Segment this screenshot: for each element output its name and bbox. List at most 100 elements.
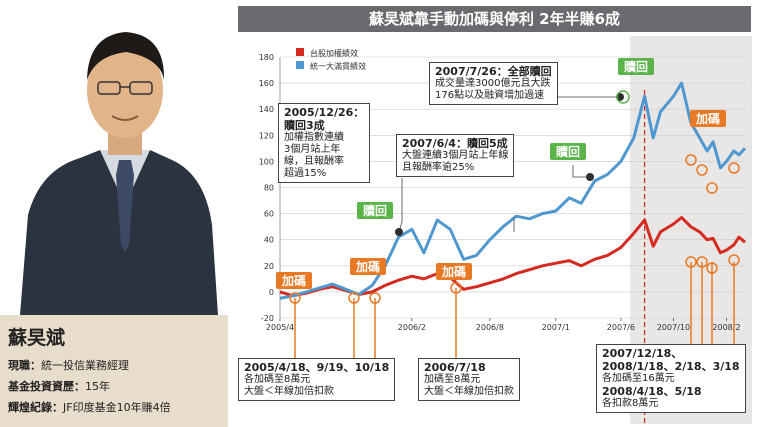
redemption-dot <box>395 228 403 236</box>
callout-title: 2005/12/26： <box>284 106 365 119</box>
add-point-marker <box>450 282 462 294</box>
y-axis-ticks: -20 0 20 40 60 80 100 120 140 160 180 <box>259 53 274 323</box>
y-tick-label: 80 <box>264 184 274 193</box>
add-point-marker <box>696 164 708 176</box>
bio-value: JF印度基金10年賺4倍 <box>63 401 171 414</box>
callout-leader <box>398 178 403 233</box>
callout-line: 各加碼至8萬元 <box>244 374 311 385</box>
redeem-tag <box>357 202 393 219</box>
callout-title: 2005/4/18、9/19、10/18 <box>244 361 390 374</box>
callout-line: 大盤＜年線加倍扣款 <box>244 386 334 397</box>
chart-title: 蘇旲斌靠手動加碼與停利 2年半賺6成 <box>238 6 751 32</box>
bio-label: 現職： <box>8 359 41 372</box>
x-axis-ticks: 2005/4 2006/2 2006/8 2007/1 2007/6 2007/10 200… <box>266 318 741 332</box>
bio-value: 15年 <box>85 380 110 393</box>
bio-line-experience: 基金投資資歷：15年 <box>8 378 110 394</box>
series-layer <box>279 81 747 300</box>
y-tick-label: 0 <box>269 288 274 297</box>
person-name: 蘇旲斌 <box>8 327 66 349</box>
callout-line: 贖回3成 <box>284 119 325 132</box>
x-tick-label: 2006/8 <box>476 323 504 332</box>
x-tick-label: 2005/4 <box>266 323 294 332</box>
callout-line: 大盤＜年線加倍扣款 <box>424 386 514 397</box>
add-point-marker <box>685 154 697 166</box>
callout-2005-12-26: 2005/12/26： 贖回3成 加權指數連續 3個月站上年 線，且報酬率 超過… <box>278 103 371 183</box>
callout-title: 2007/6/4：贖回5成 <box>402 137 508 150</box>
add-point-marker <box>728 254 740 266</box>
add-tag-label: 加碼 <box>281 273 306 288</box>
callout-line: 各加碼至16萬元 <box>602 373 675 384</box>
portrait-photo <box>0 0 228 315</box>
y-tick-label: -20 <box>261 314 274 323</box>
add-point-marker <box>348 292 360 304</box>
add-point-marker <box>696 256 708 268</box>
y-tick-label: 120 <box>259 131 274 140</box>
callout-title: 2006/7/18 <box>424 361 486 374</box>
callout-line: 3個月站上年 <box>284 144 341 155</box>
callout-title: 2007/12/18、 <box>602 347 683 360</box>
legend-swatch-fund <box>296 61 304 69</box>
callout-2005-additions: 2005/4/18、9/19、10/18 各加碼至8萬元 大盤＜年線加倍扣款 <box>238 358 396 401</box>
chart-panel: 蘇旲斌靠手動加碼與停利 2年半賺6成 -20 0 20 40 60 80 100 120 140… <box>232 0 760 427</box>
add-point-marker <box>289 292 301 304</box>
callout-2007-07-26: 2007/7/26：全部贖回 成交量達3000億元且大跌 176點以及融資增加過… <box>429 62 558 105</box>
series-line-taiex <box>279 216 746 298</box>
callout-line: 加碼至8萬元 <box>424 374 481 385</box>
redeem-tag <box>550 143 586 160</box>
callout-2007-2008-additions: 2007/12/18、 2008/1/18、2/18、3/18 各加碼至16萬元… <box>596 344 746 413</box>
add-tag-label: 加碼 <box>695 111 720 126</box>
x-tick-label: 2006/2 <box>398 323 426 332</box>
add-tag <box>276 272 312 289</box>
add-tag <box>436 263 472 280</box>
legend-label-fund: 統一大滿貫績效 <box>310 61 366 71</box>
y-tick-label: 40 <box>264 236 274 245</box>
callout-line: 超過15% <box>284 168 327 179</box>
add-tag-label: 加碼 <box>355 259 380 274</box>
profile-panel: 蘇旲斌 現職：統一投信業務經理 基金投資資歷：15年 輝煌紀錄：JF印度基金10… <box>0 0 228 427</box>
callout-2006-07-18: 2006/7/18 加碼至8萬元 大盤＜年線加倍扣款 <box>418 358 520 401</box>
x-tick-label: 2007/1 <box>542 323 570 332</box>
bio-label: 輝煌紀錄： <box>8 401 63 414</box>
add-point-marker <box>369 292 381 304</box>
y-tick-label: 160 <box>259 79 274 88</box>
callout-line: 成交量達3000億元且大跌 <box>435 78 551 89</box>
y-tick-label: 180 <box>259 53 274 62</box>
bio-line-job: 現職：統一投信業務經理 <box>8 357 129 373</box>
series-line-fund <box>279 81 747 300</box>
add-point-marker <box>706 182 718 194</box>
redeem-tag-label: 贖回 <box>363 203 387 218</box>
redeem-tag-label: 贖回 <box>624 59 648 74</box>
callout-2007-06-04: 2007/6/4：贖回5成 大盤連續3個月站上年線 且報酬率逾25% <box>396 134 515 177</box>
callout-line: 且報酬率逾25% <box>402 162 475 173</box>
add-point-marker <box>706 262 718 274</box>
bio-box: 蘇旲斌 現職：統一投信業務經理 基金投資資歷：15年 輝煌紀錄：JF印度基金10… <box>0 315 228 427</box>
bio-value: 統一投信業務經理 <box>41 359 129 372</box>
callout-line: 2008/1/18、2/18、3/18 <box>602 360 740 373</box>
callout-title: 2007/7/26：全部贖回 <box>435 65 552 78</box>
redemption-dot <box>586 173 594 181</box>
x-tick-label: 2007/10 <box>657 323 690 332</box>
y-tick-label: 100 <box>259 157 274 166</box>
callout-line: 線，且報酬率 <box>284 156 344 167</box>
callout-line: 2008/4/18、5/18 <box>602 385 702 398</box>
redeem-tag-label: 贖回 <box>556 144 580 159</box>
add-tag <box>690 110 726 127</box>
legend-label-taiex: 台股加權績效 <box>310 48 358 58</box>
add-tag-label: 加碼 <box>441 264 466 279</box>
x-tick-label: 2008/2 <box>712 323 740 332</box>
callout-line: 加權指數連續 <box>284 132 344 143</box>
callout-line: 176點以及融資增加過速 <box>435 90 545 101</box>
y-tick-label: 20 <box>264 262 274 271</box>
redeem-tag <box>618 58 654 75</box>
callout-line: 大盤連續3個月站上年線 <box>402 150 509 161</box>
redemption-ring <box>616 90 630 104</box>
y-tick-label: 140 <box>259 105 274 114</box>
x-tick-label: 2007/6 <box>607 323 635 332</box>
add-point-marker <box>685 256 697 268</box>
legend: 台股加權績效 統一大滿貫績效 <box>296 48 366 71</box>
y-tick-label: 60 <box>264 210 274 219</box>
add-tag <box>350 258 386 275</box>
add-point-marker <box>728 162 740 174</box>
legend-swatch-taiex <box>296 48 304 56</box>
